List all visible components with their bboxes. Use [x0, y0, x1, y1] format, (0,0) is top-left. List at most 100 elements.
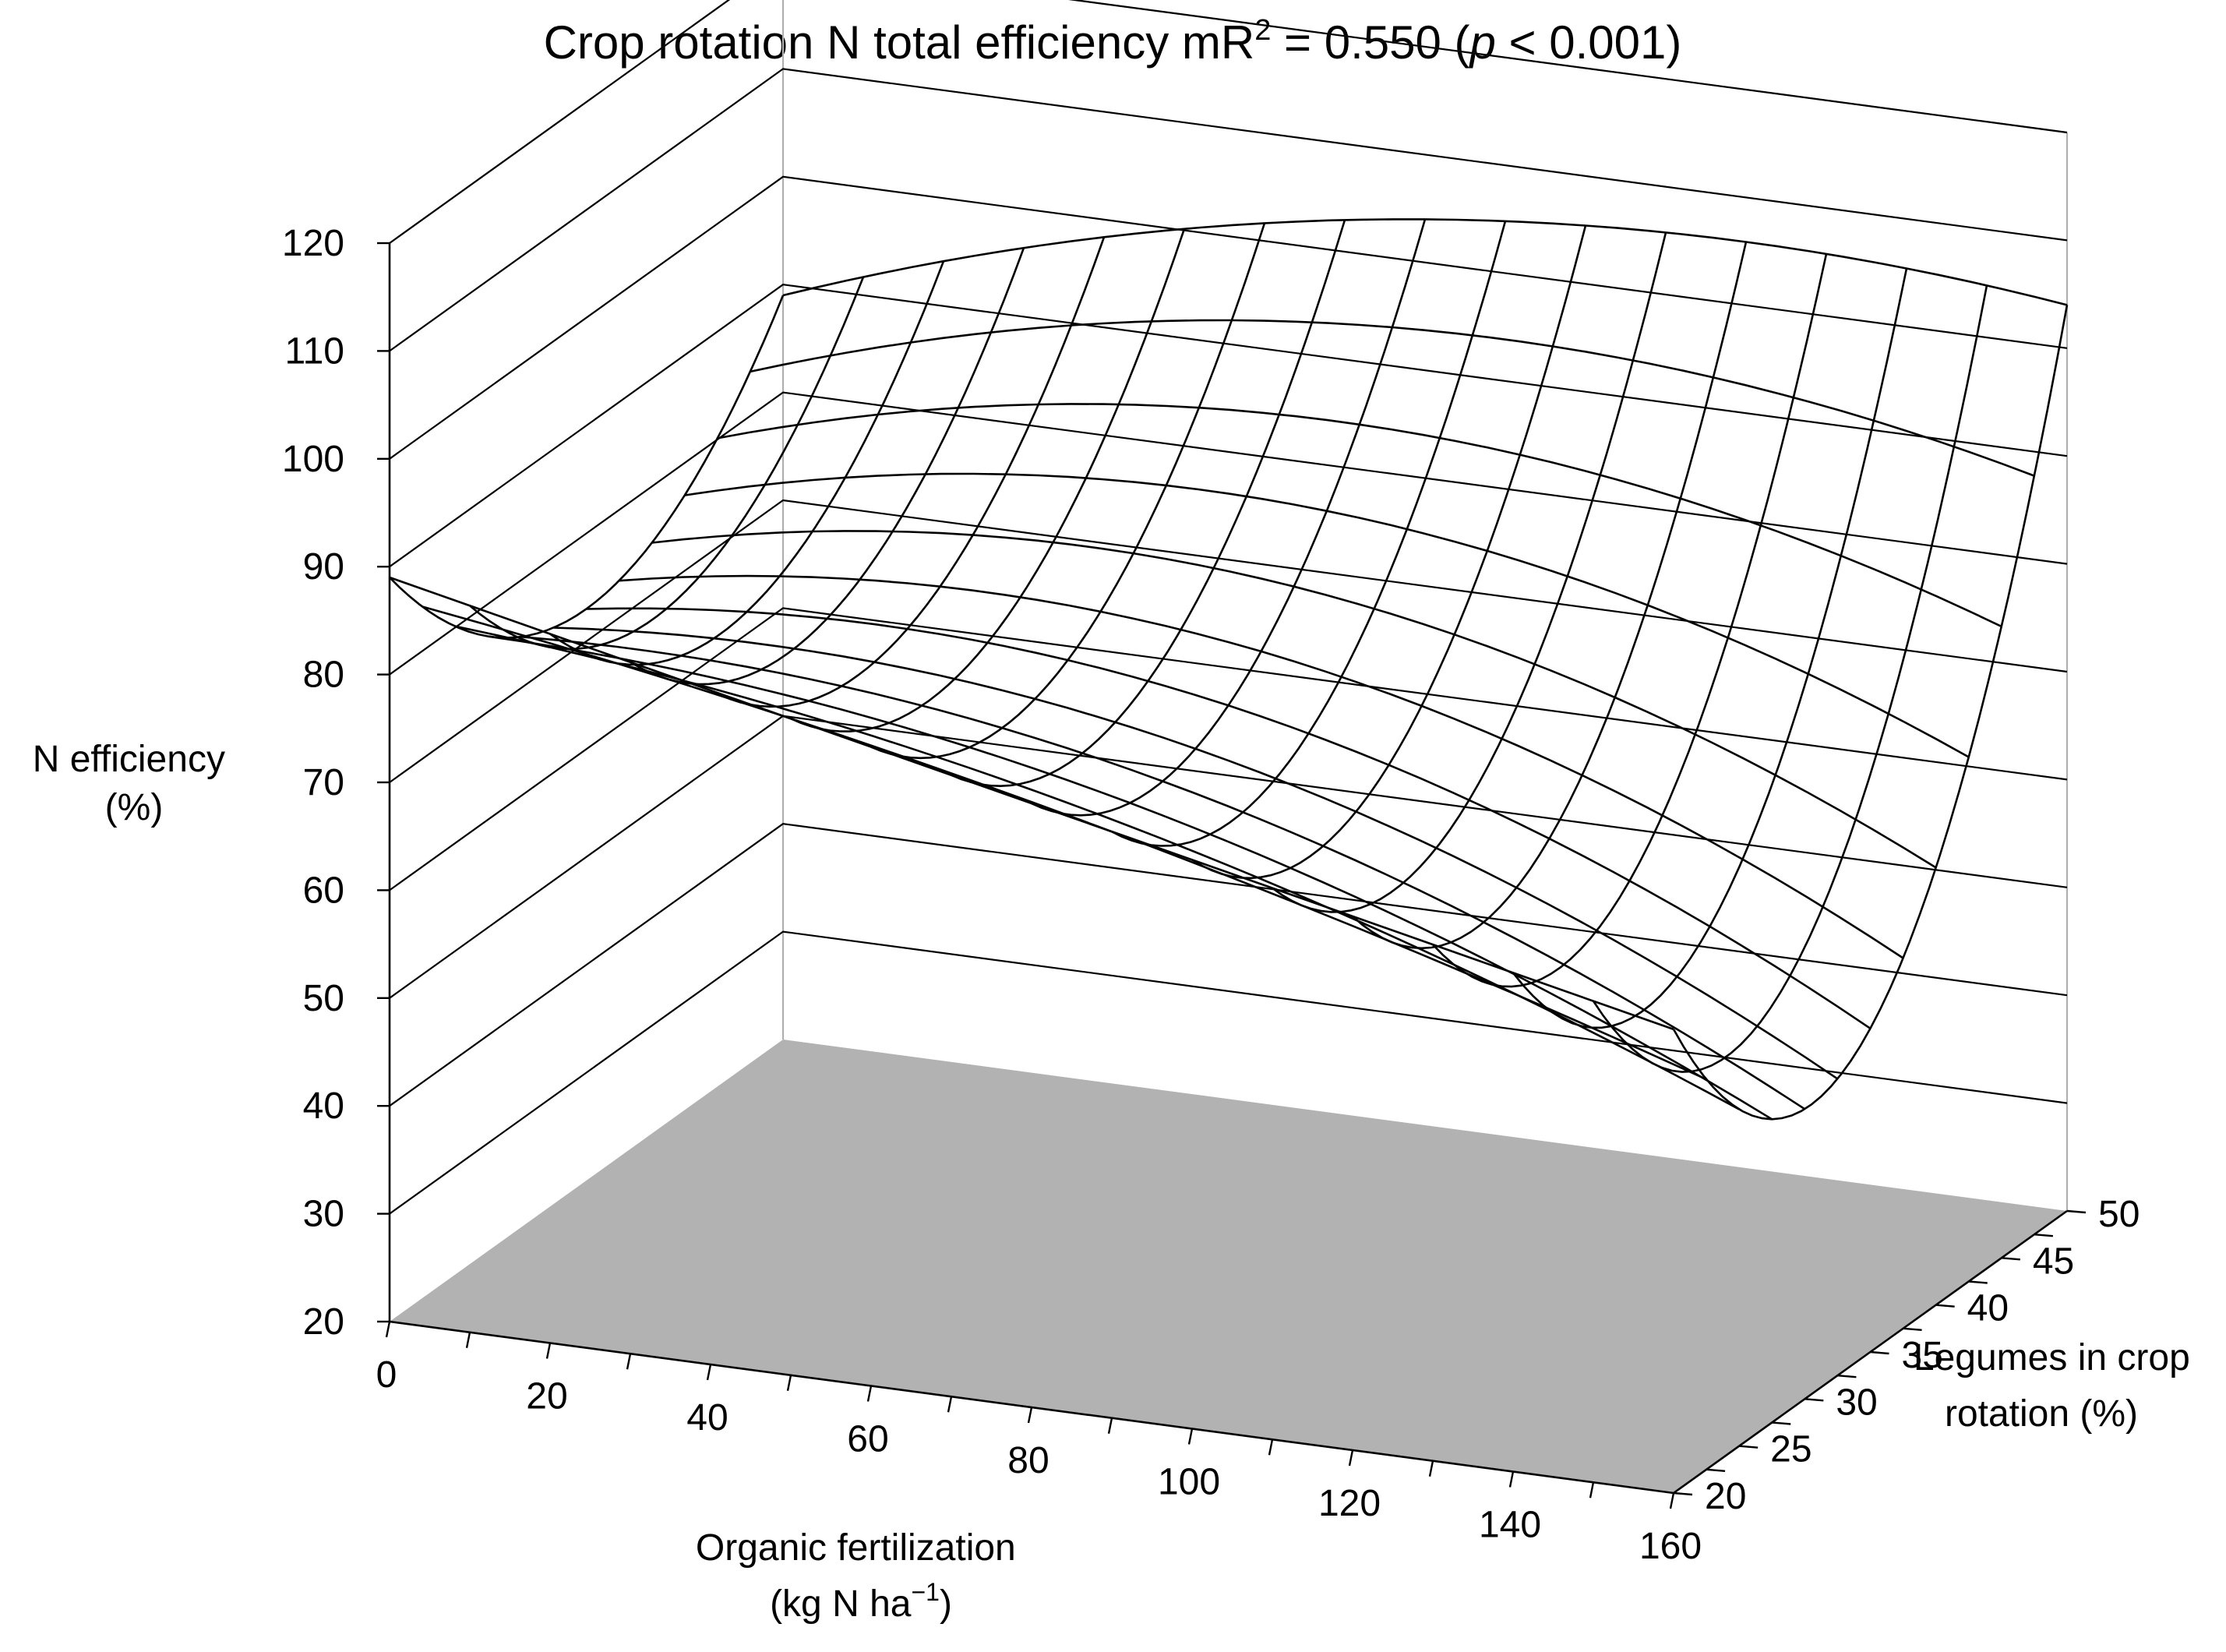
x-tick [1107, 1417, 1113, 1434]
y-tick-label: 20 [1705, 1476, 1746, 1517]
z-tick-label: 100 [282, 439, 344, 480]
gridline-z-30 [389, 930, 2068, 1215]
x-tick [1268, 1439, 1274, 1456]
mesh-line-y-30 [520, 635, 1806, 1110]
y-tick-label: 40 [1967, 1288, 2009, 1329]
surface-mesh [389, 218, 2069, 1121]
y-tick-label: 35 [1902, 1335, 1943, 1376]
mesh-line-y-42.5 [684, 472, 1970, 758]
z-tick-label: 70 [303, 762, 344, 803]
z-tick-label: 40 [303, 1085, 344, 1127]
y-tick [2001, 1257, 2020, 1261]
mesh-line-y-25 [454, 625, 1740, 1110]
mesh-line-x-20 [549, 260, 945, 666]
chart-title: Crop rotation N total efficiency mR2 = 0… [544, 14, 1682, 69]
mesh-line-x-50 [790, 228, 1186, 732]
y-tick-label: 50 [2098, 1194, 2140, 1235]
x-tick-label: 60 [847, 1419, 888, 1460]
y-tick [1706, 1468, 1726, 1473]
mesh-line-x-130 [1432, 253, 1828, 988]
x-axis-label-line2-superscript: −1 [911, 1578, 939, 1606]
x-axis-label: Organic fertilization (kg N ha−1) [696, 1527, 1026, 1625]
y-tick [1772, 1421, 1791, 1425]
z-tick-label: 30 [303, 1194, 344, 1235]
gridline-z-80 [389, 391, 2068, 676]
mesh-line-x-0 [389, 295, 785, 639]
mesh-line-y-32.5 [553, 627, 1839, 1080]
y-tick [2034, 1233, 2054, 1237]
y-tick [1870, 1350, 1889, 1355]
x-axis-label-line2-suffix: ) [940, 1583, 952, 1625]
x-tick [1589, 1482, 1595, 1498]
x-tick-label: 120 [1318, 1483, 1381, 1524]
title-prefix: Crop rotation N total efficiency mR [544, 16, 1255, 69]
x-tick [1348, 1449, 1354, 1467]
y-axis-tick-labels: 20 25 30 35 40 45 50 [1705, 1194, 2140, 1517]
z-gridlines [389, 0, 2068, 1215]
mesh-line-x-100 [1191, 225, 1587, 880]
mesh-line-y-22.5 [422, 605, 1707, 1081]
mesh-line-x-10 [469, 277, 865, 651]
y-tick [1673, 1491, 1693, 1496]
x-axis-label-line2-prefix: (kg N ha [770, 1583, 912, 1625]
gridline-z-50 [389, 715, 2068, 999]
x-tick [866, 1385, 873, 1402]
y-tick [1804, 1398, 1824, 1402]
y-tick [1903, 1327, 1922, 1332]
x-tick [1027, 1407, 1033, 1424]
z-axis-label-line2: (%) [105, 787, 164, 828]
gridline-z-110 [389, 68, 2068, 352]
y-axis-label: Legumes in crop rotation (%) [1914, 1337, 2200, 1435]
y-tick [2066, 1209, 2087, 1214]
x-tick-label: 100 [1158, 1462, 1220, 1503]
mesh-line-y-37.5 [619, 574, 1904, 959]
x-tick [706, 1364, 712, 1381]
mesh-line-y-47.5 [750, 319, 2035, 477]
mesh-line-x-140 [1512, 268, 1908, 1029]
x-tick [1428, 1460, 1434, 1477]
x-tick [1669, 1492, 1675, 1509]
y-tick [1935, 1304, 1955, 1308]
mesh-line-y-50 [782, 218, 2068, 306]
y-tick-label: 25 [1770, 1429, 1811, 1470]
mesh-line-x-90 [1111, 221, 1507, 847]
z-tick-label: 50 [303, 978, 344, 1019]
mesh-line-y-27.5 [488, 635, 1773, 1121]
chart-floor [390, 1040, 2067, 1493]
y-tick-label: 45 [2033, 1241, 2074, 1282]
axis-tick-marks [377, 242, 2087, 1509]
mesh-line-y-20 [389, 576, 1674, 1031]
x-axis-label-line1: Organic fertilization [696, 1527, 1016, 1569]
y-axis-label-line1: Legumes in crop [1914, 1337, 2190, 1378]
mesh-line-x-160 [1672, 305, 2069, 1121]
x-tick [385, 1321, 391, 1338]
x-tick [465, 1332, 471, 1348]
z-tick-label: 20 [303, 1301, 344, 1343]
z-tick-label: 60 [303, 870, 344, 911]
x-tick-label: 20 [526, 1376, 567, 1417]
title-italic-p: p [1469, 16, 1496, 69]
y-tick-label: 30 [1836, 1382, 1877, 1423]
mesh-line-y-45 [717, 403, 2002, 628]
mesh-line-x-150 [1592, 285, 1988, 1073]
x-tick [626, 1354, 632, 1370]
x-tick-label: 140 [1479, 1505, 1541, 1546]
x-axis-label-line2: (kg N ha−1) [770, 1578, 952, 1625]
x-tick [1187, 1428, 1194, 1445]
title-superscript: 2 [1254, 14, 1271, 47]
title-middle: = 0.550 ( [1271, 16, 1469, 69]
z-tick-label: 110 [284, 330, 344, 372]
chart-walls [389, 0, 2069, 1211]
y-tick [1968, 1280, 1988, 1284]
x-tick [545, 1343, 552, 1359]
z-tick-label: 80 [303, 655, 344, 696]
z-tick-label: 120 [282, 223, 344, 264]
x-tick [1508, 1471, 1515, 1488]
mesh-line-y-35 [586, 607, 1871, 1029]
gridline-z-120 [389, 0, 2068, 244]
x-tick-label: 80 [1007, 1440, 1049, 1481]
y-axis-label-line2: rotation (%) [1945, 1393, 2138, 1435]
gridline-z-60 [389, 607, 2068, 891]
mesh-line-x-120 [1352, 242, 1748, 950]
gridline-z-100 [389, 175, 2068, 460]
